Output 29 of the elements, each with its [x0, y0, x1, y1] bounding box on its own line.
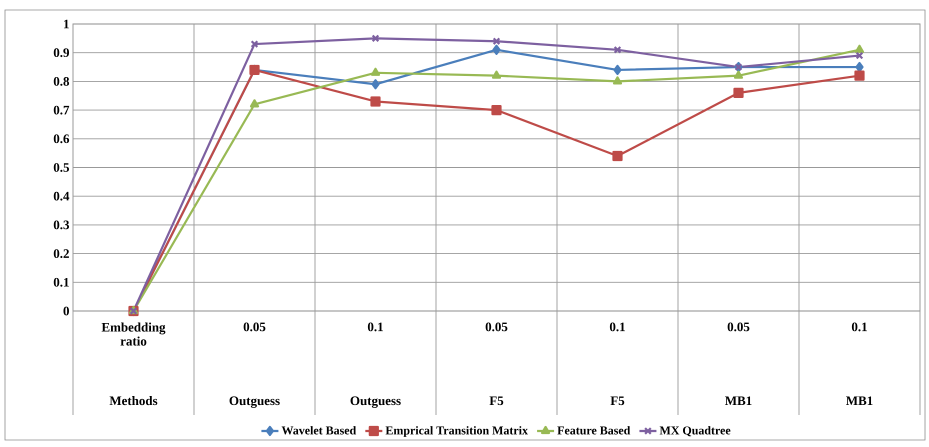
legend-label: Wavelet Based: [282, 426, 356, 435]
x-tick-label: 0.05: [486, 322, 508, 332]
x-tick-label: 0.05: [728, 322, 750, 332]
x-tick-label: 0.1: [610, 322, 625, 332]
text: Methods: [110, 396, 158, 406]
text: F5: [610, 396, 624, 406]
legend-label: Emprical Transition Matrix: [386, 426, 528, 437]
text: Outguess: [230, 396, 280, 408]
text: MB1: [725, 396, 752, 406]
y-tick-label: 0.8: [54, 77, 70, 86]
y-tick-label: 0.7: [54, 106, 70, 114]
y-tick-label: 0.1: [54, 278, 69, 287]
legend-label: MX Quadtree: [660, 426, 730, 436]
y-tick-label: 0.6: [54, 134, 70, 144]
x-tick-label: Embedding ratio: [102, 322, 166, 346]
y-tick-label: 0.2: [54, 249, 69, 258]
text: Outguess: [350, 396, 401, 408]
y-tick-label: 0.3: [54, 220, 70, 230]
x-tick-label: 0.1: [852, 322, 867, 332]
legend-label: Feature Based: [557, 426, 630, 435]
y-tick-label: 0: [64, 306, 69, 316]
x-tick-label: 0.05: [244, 322, 266, 332]
x-tick-label: 0.1: [368, 322, 383, 332]
y-tick-label: 1: [64, 20, 69, 28]
text: MB1: [846, 396, 873, 406]
y-tick-label: 0.4: [54, 192, 70, 201]
y-tick-label: 0.9: [54, 48, 70, 58]
y-tick-label: 0.5: [54, 163, 70, 172]
text: F5: [490, 396, 504, 406]
